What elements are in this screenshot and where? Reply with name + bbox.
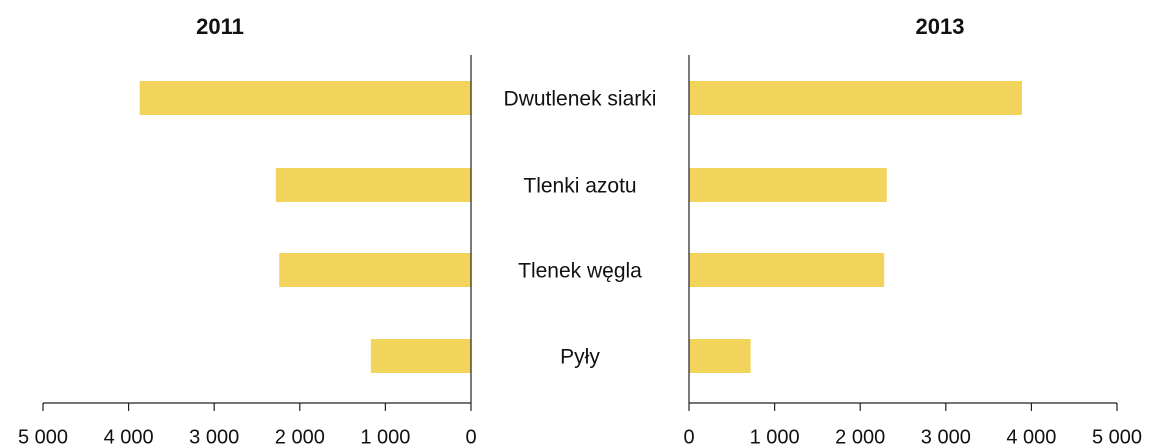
bar	[689, 253, 885, 287]
panel-title: 2013	[916, 14, 965, 39]
bar	[689, 168, 887, 202]
x-tick-label: 1 000	[750, 426, 800, 448]
bar	[275, 168, 471, 202]
bar	[279, 253, 471, 287]
x-tick-label: 2 000	[275, 426, 325, 448]
category-label: Tlenek węgla	[518, 260, 642, 283]
x-tick-label: 4 000	[104, 426, 154, 448]
category-label: Tlenki azotu	[523, 175, 636, 198]
bar	[370, 339, 471, 373]
x-tick-label: 3 000	[921, 426, 971, 448]
panel-title: 2011	[196, 14, 244, 39]
x-tick-label: 0	[683, 426, 694, 448]
x-tick-label: 5 000	[1092, 426, 1142, 448]
category-label: Dwutlenek siarki	[504, 88, 657, 111]
bar	[139, 81, 471, 115]
x-tick-label: 2 000	[835, 426, 885, 448]
x-tick-label: 5 000	[18, 426, 68, 448]
bar	[689, 81, 1022, 115]
x-tick-label: 3 000	[189, 426, 239, 448]
x-tick-label: 4 000	[1006, 426, 1056, 448]
x-tick-label: 1 000	[360, 426, 410, 448]
bar	[689, 339, 751, 373]
x-tick-label: 0	[465, 426, 476, 448]
category-label: Pyły	[560, 346, 600, 369]
